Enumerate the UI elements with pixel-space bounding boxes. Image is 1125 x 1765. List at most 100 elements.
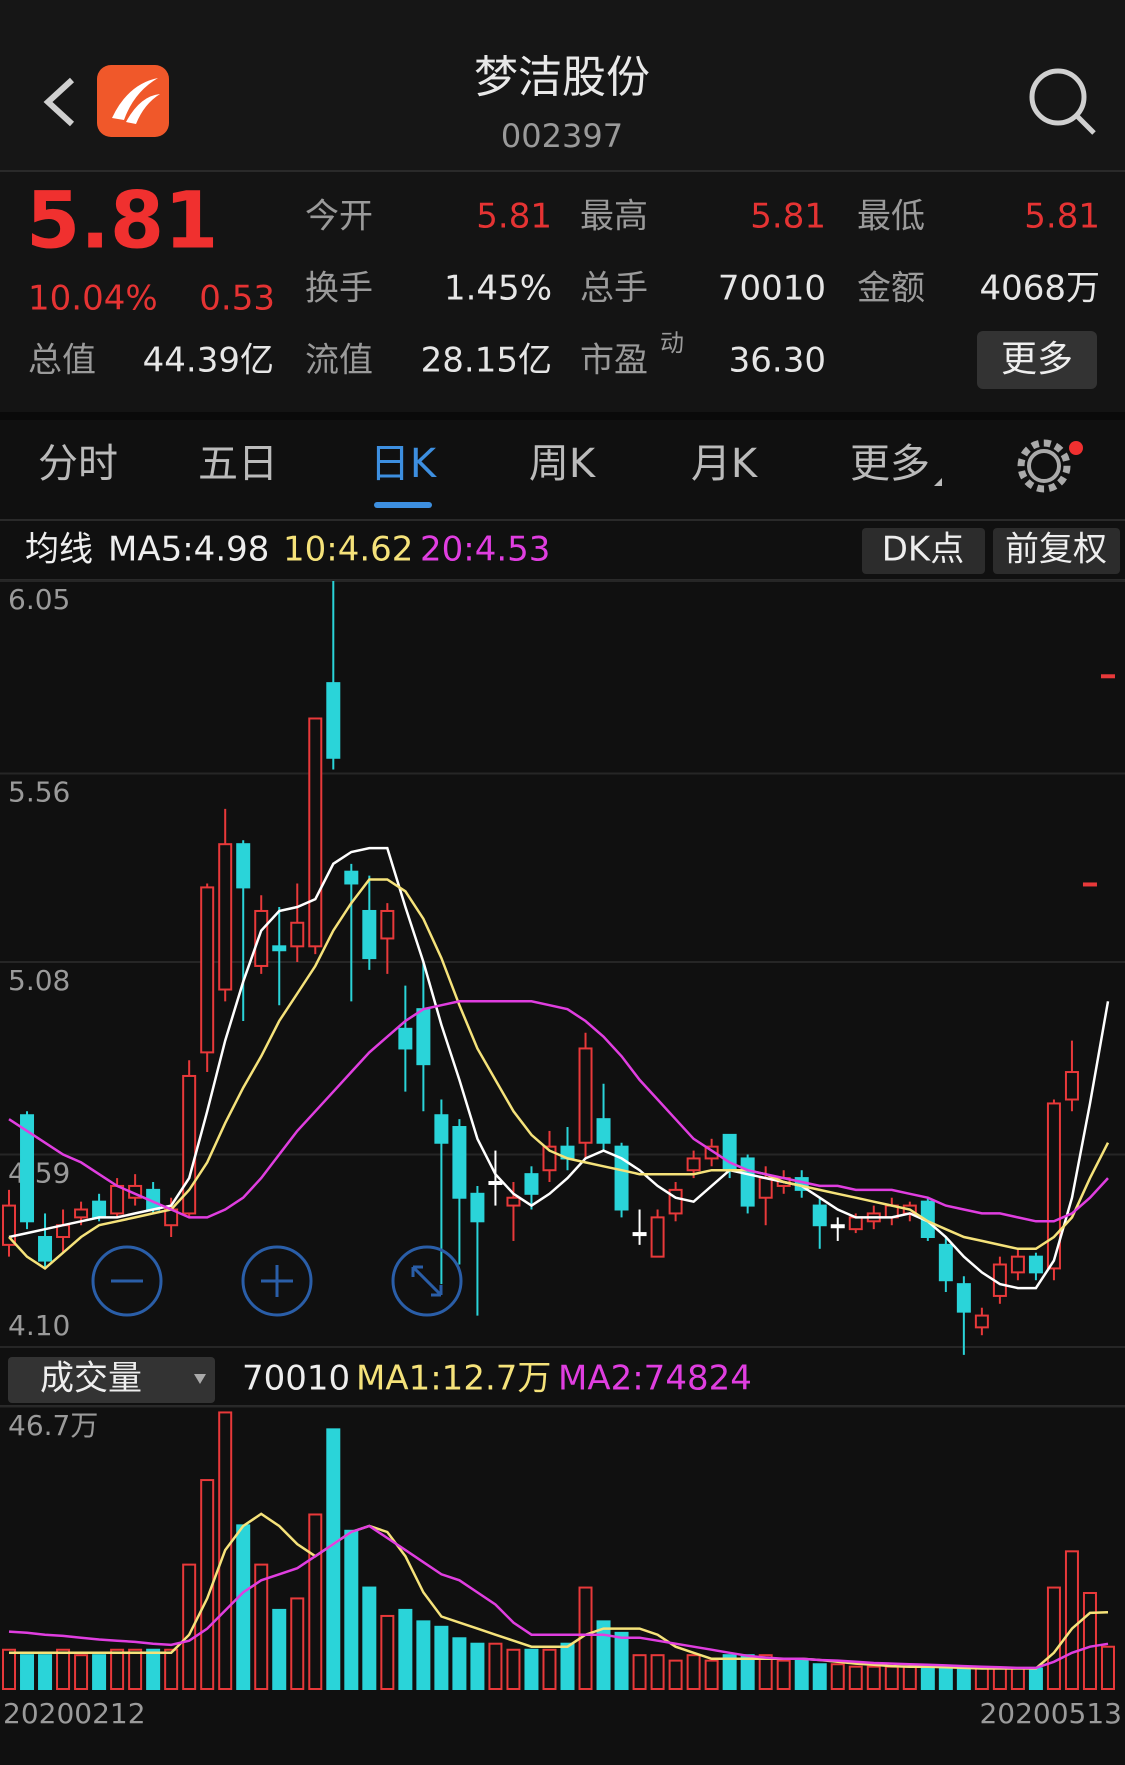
ma20-legend: 20:4.53 [420,530,550,570]
candle-body [668,1188,683,1215]
change-amount: 0.53 [199,279,275,319]
volume-bar [272,1608,287,1690]
candle-body [704,1145,719,1160]
candle-body [506,1196,521,1207]
candle-body [470,1192,485,1223]
x-tick-label: 20200212 [3,1697,146,1730]
y-tick-label: 4.10 [8,1309,70,1342]
tab[interactable]: 分时 [38,441,118,487]
candle-body [20,1114,35,1223]
tab[interactable]: 周K [529,441,597,487]
candle-body [290,921,305,948]
candle-body [974,1314,989,1329]
zoom-out[interactable] [91,1245,163,1317]
field-label: 金额 [857,269,925,309]
candle-body [848,1216,863,1231]
candle-body [614,1145,629,1211]
field-label: 最低 [857,197,925,237]
candle-body [524,1173,539,1195]
volume-bar [362,1586,377,1691]
fullscreen[interactable] [391,1245,463,1317]
volume-bar [758,1654,773,1691]
volume-bar [38,1654,53,1691]
volume-bar [614,1631,629,1691]
y-tick-label: 4.59 [8,1157,70,1190]
field-label: 总值 [28,341,96,381]
more-button[interactable] [977,331,1097,389]
candle-body [650,1216,665,1258]
x-tick-label: 20200513 [979,1697,1122,1730]
candle-body [74,1208,89,1219]
tab[interactable]: 日K [370,441,438,487]
field-value: 36.30 [729,341,826,381]
back-button[interactable] [43,77,75,127]
y-tick-label: 5.08 [8,964,70,997]
volume-bar [884,1665,899,1690]
tab[interactable]: 更多 [850,441,930,487]
volume-bar [776,1659,791,1691]
indicator-selector-label[interactable]: 成交量 [40,1359,142,1399]
candle-body [182,1074,197,1215]
tab[interactable]: 五日 [198,441,278,487]
volume-bar [956,1667,971,1691]
candle-body [1010,1255,1025,1274]
tab[interactable]: 月K [691,441,759,487]
field-label-sup: 动 [660,329,684,357]
zoom-in[interactable] [241,1245,313,1317]
field-label: 总手 [580,269,648,309]
volume-bar [1028,1667,1043,1691]
header-bar [0,0,1125,170]
volume-bar [974,1667,989,1691]
volume-bar [1010,1667,1025,1691]
candle-body [1046,1102,1061,1270]
candle-body [398,1027,413,1050]
field-label: 流值 [305,341,373,381]
candle-body [326,682,341,759]
candle-body [740,1157,755,1207]
candle-body [344,870,359,885]
more-button-label[interactable]: 更多 [1001,339,1073,380]
adjust-button[interactable] [993,528,1120,574]
volume-bar [326,1428,341,1691]
volume-bar [2,1648,17,1691]
candle-body [416,1008,431,1066]
field-value: 5.81 [476,197,552,237]
volume-bar [1082,1591,1097,1691]
ma-line [8,878,1110,1270]
candle-body [812,1204,827,1227]
search-button[interactable] [1029,68,1096,135]
dk-button-label[interactable]: DK点 [882,530,964,570]
volume-bar [830,1663,845,1690]
volume-bar [812,1663,827,1690]
volume-bar [146,1648,161,1691]
adjust-button-label[interactable]: 前复权 [1005,530,1107,570]
volume-bar [380,1614,395,1690]
volume-bar [398,1608,413,1690]
volume-bar [1064,1550,1079,1690]
ma-line [8,1000,1109,1223]
tab-indicator [374,502,432,508]
settings-button[interactable] [1017,439,1083,493]
candle-body [488,1181,503,1186]
zoom-controls [91,1245,463,1317]
field-label: 今开 [305,197,373,237]
stock-name: 梦洁股份 [474,52,650,103]
dk-button[interactable] [862,528,985,574]
price-chart: 6.05 5.56 5.08 4.59 4.10 [0,580,1125,1355]
volume-bar [938,1667,953,1691]
indicator-selector[interactable] [8,1357,215,1403]
candle-body [596,1118,611,1144]
candle-body [830,1224,845,1229]
field-label: 市盈 [580,341,648,381]
volume-chart: 46.7万 [0,1406,1125,1691]
volume-bar [524,1648,539,1691]
candle-body [632,1232,647,1237]
candle-body [758,1177,773,1199]
field-value: 70010 [718,269,826,309]
volume-bar [668,1659,683,1691]
separator [0,412,1125,420]
candle-body [2,1204,17,1246]
volume-bar [470,1642,485,1691]
volume-bar [488,1642,503,1691]
